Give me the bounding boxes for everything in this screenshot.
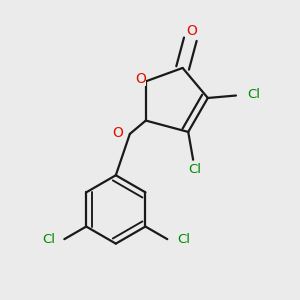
Text: Cl: Cl [188,163,201,176]
Text: Cl: Cl [42,233,55,246]
Text: Cl: Cl [177,233,190,246]
Text: O: O [135,72,146,86]
Text: O: O [112,126,123,140]
Text: Cl: Cl [247,88,260,101]
Text: O: O [186,24,197,38]
